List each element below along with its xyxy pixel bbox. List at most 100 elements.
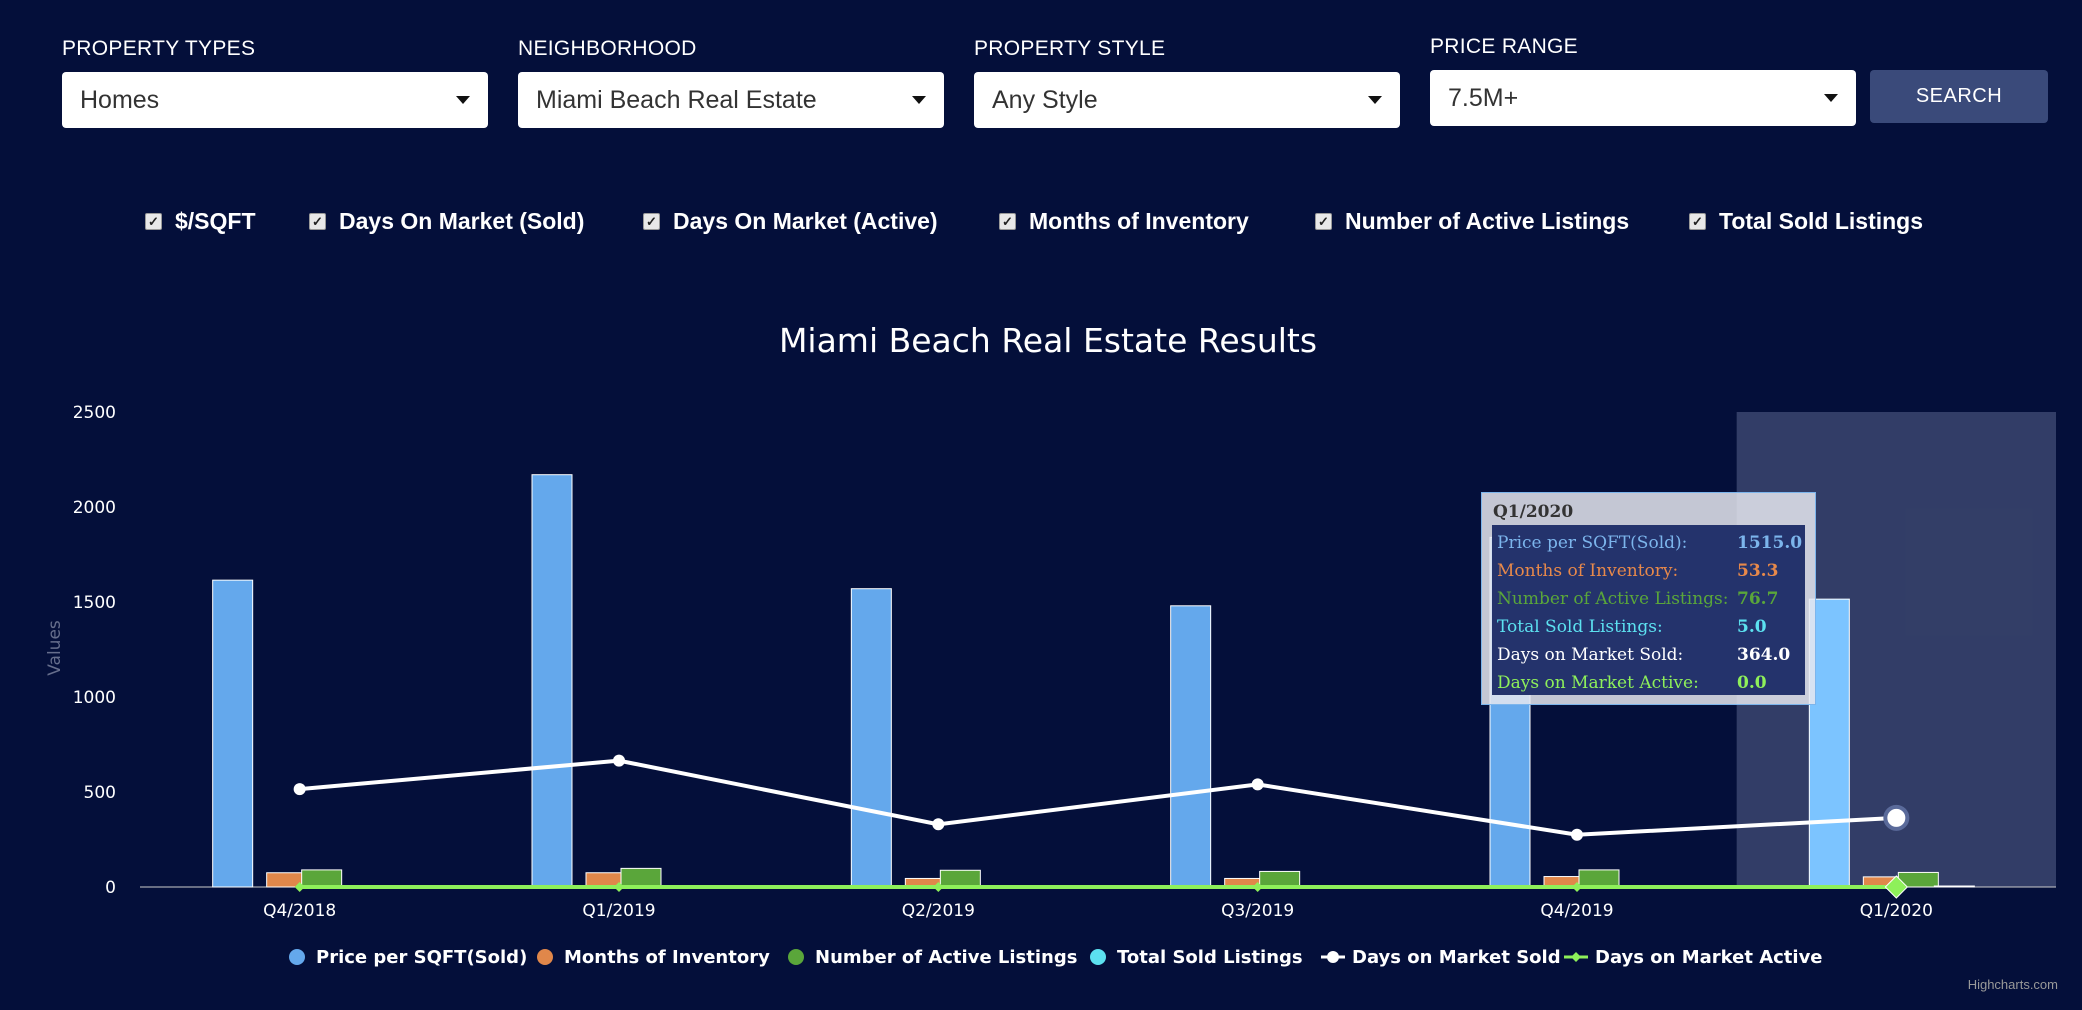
toggle-active-listings[interactable]: ✓ Number of Active Listings [1315,208,1629,235]
tooltip-table: Price per SQFT(Sold): 1515.0 Months of Inv… [1492,525,1805,695]
point-days-on-market-active [933,882,944,892]
toggle-dom-active[interactable]: ✓ Days On Market (Active) [643,208,938,235]
chevron-down-icon [1824,94,1838,102]
bar-total-sold-listings [1933,885,1975,888]
legend-item-label: Months of Inventory [564,947,770,968]
legend-item-label: Number of Active Listings [815,947,1077,968]
legend-symbol [289,949,305,965]
toggle-label: Total Sold Listings [1719,208,1924,234]
line-days-on-market-sold [299,758,1897,837]
tooltip-row-label: Price per SQFT(Sold): [1497,533,1688,553]
tooltip-row-value: 53.3 [1737,561,1779,581]
bar-number-of-active-listings [1578,869,1620,888]
point-days-on-market-active [1572,882,1582,892]
point-days-on-market-sold [1571,828,1583,841]
bar-price-per-sqft-sold- [850,588,892,888]
toggle-price-sqft[interactable]: ✓ $/SQFT [145,208,256,235]
bar-number-of-active-listings [620,867,662,888]
tooltip-row: Days on Market Active: 0.0 [1492,669,1805,697]
neighborhood-label: NEIGHBORHOOD [518,37,697,60]
toggle-label: Number of Active Listings [1345,208,1630,234]
chart-tooltip: Q1/2020 Price per SQFT(Sold): 1515.0 Month… [1481,492,1816,705]
y-axis-title: Values [45,620,65,676]
toggle-total-sold[interactable]: ✓ Total Sold Listings [1689,208,1923,235]
bar-number-of-active-listings [1259,870,1301,888]
tooltip-row-value: 1515.0 [1737,533,1803,553]
x-tick-label: Q3/2019 [1221,901,1294,921]
y-tick-label: 1000 [73,688,116,708]
point-days-on-market-sold [932,818,945,831]
chevron-down-icon [912,96,926,104]
toggle-label: Months of Inventory [1029,208,1249,234]
bar-price-per-sqft-sold- [1170,605,1212,888]
point-days-on-market-sold [1251,778,1264,791]
checkbox-checked-icon[interactable]: ✓ [1315,213,1332,230]
checkbox-checked-icon[interactable]: ✓ [309,213,326,230]
checkbox-checked-icon[interactable]: ✓ [999,213,1016,230]
x-tick-label: Q4/2018 [263,901,336,921]
tooltip-row-value: 5.0 [1737,617,1767,637]
price-range-label: PRICE RANGE [1430,35,1578,58]
legend-symbol [1571,952,1581,962]
toggle-dom-sold[interactable]: ✓ Days On Market (Sold) [309,208,584,235]
property-types-value: Homes [80,85,160,114]
tooltip-row-label: Number of Active Listings: [1497,589,1729,609]
y-tick-label: 2000 [73,498,116,518]
toggle-label: Days On Market (Sold) [339,208,585,234]
point-days-on-market-sold [1883,804,1910,831]
bar-price-per-sqft-sold- [212,579,254,888]
point-days-on-market-active [1252,882,1263,892]
tooltip-row-label: Days on Market Sold: [1497,645,1684,665]
point-days-on-market-active [614,882,624,892]
tooltip-row-label: Days on Market Active: [1497,673,1699,693]
checkbox-checked-icon[interactable]: ✓ [643,213,660,230]
price-range-select[interactable]: 7.5M+ [1430,70,1856,126]
price-range-value: 7.5M+ [1448,83,1519,112]
legend-item-label: Total Sold Listings [1117,947,1303,968]
y-tick-label: 2500 [73,403,116,423]
chevron-down-icon [1368,96,1382,104]
legend-symbol [1090,949,1106,965]
tooltip-row-value: 0.0 [1737,673,1767,693]
tooltip-row: Total Sold Listings: 5.0 [1492,613,1805,641]
tooltip-row-label: Months of Inventory: [1497,561,1679,581]
bar-price-per-sqft-sold- [1808,598,1850,888]
toggle-months-inventory[interactable]: ✓ Months of Inventory [999,208,1249,235]
toggle-label: $/SQFT [175,208,256,234]
point-days-on-market-sold [293,783,306,796]
legend-symbol [788,949,804,965]
tooltip-row-label: Total Sold Listings: [1497,617,1663,637]
tooltip-row-value: 76.7 [1737,589,1779,609]
legend-item-label: Days on Market Active [1595,947,1823,968]
x-tick-label: Q2/2019 [902,901,975,921]
x-tick-label: Q1/2020 [1860,901,1933,921]
point-days-on-market-active [1884,875,1909,899]
toggle-label: Days On Market (Active) [673,208,938,234]
checkbox-checked-icon[interactable]: ✓ [1689,213,1706,230]
property-types-select[interactable]: Homes [62,72,488,128]
legend-symbol [1327,951,1339,963]
tooltip-row: Days on Market Sold: 364.0 [1492,641,1805,669]
y-tick-label: 0 [105,878,116,898]
bar-number-of-active-listings [301,869,343,888]
highcharts-credit[interactable]: Highcharts.com [1967,977,2058,992]
x-tick-label: Q1/2019 [582,901,655,921]
tooltip-title: Q1/2020 [1493,502,1574,522]
y-tick-label: 1500 [73,593,116,613]
neighborhood-value: Miami Beach Real Estate [536,85,817,114]
checkbox-checked-icon[interactable]: ✓ [145,213,162,230]
legend-item-label: Days on Market Sold [1352,947,1561,968]
x-tick-label: Q4/2019 [1540,901,1613,921]
bar-price-per-sqft-sold- [531,474,573,888]
property-style-select[interactable]: Any Style [974,72,1400,128]
neighborhood-select[interactable]: Miami Beach Real Estate [518,72,944,128]
y-tick-label: 500 [84,783,116,803]
property-style-value: Any Style [992,85,1098,114]
tooltip-row: Price per SQFT(Sold): 1515.0 [1492,529,1805,557]
chart-title: Miami Beach Real Estate Results [779,321,1317,360]
search-button[interactable]: SEARCH [1870,70,2048,123]
tooltip-row-value: 364.0 [1737,645,1791,665]
legend-item-label: Price per SQFT(Sold) [316,947,527,968]
point-days-on-market-sold [613,754,625,767]
